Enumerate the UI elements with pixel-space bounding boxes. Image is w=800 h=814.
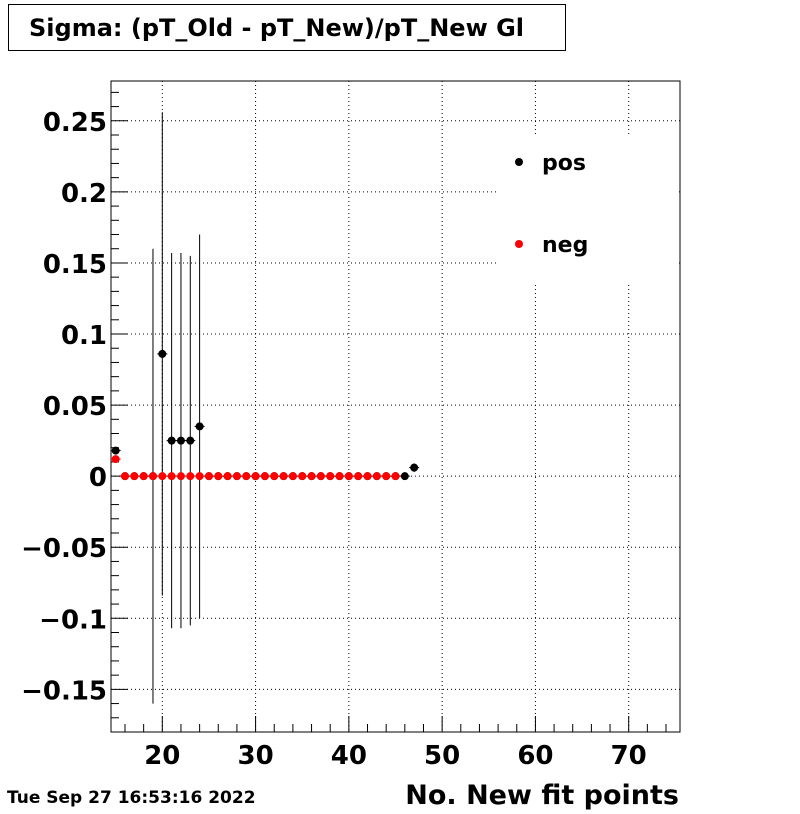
y-tick-label: 0.25 <box>43 108 107 138</box>
x-tick-label: 60 <box>517 741 553 771</box>
data-point <box>223 472 232 481</box>
data-point <box>111 446 120 455</box>
data-point <box>410 463 419 472</box>
data-point <box>176 472 185 481</box>
y-tick-label: 0.2 <box>61 179 107 209</box>
data-series <box>110 112 420 704</box>
series-neg <box>110 455 401 481</box>
data-point <box>176 436 185 445</box>
data-point <box>316 472 325 481</box>
y-tick-label: 0 <box>89 463 107 493</box>
data-point <box>260 472 269 481</box>
data-point <box>288 472 297 481</box>
data-point <box>195 472 204 481</box>
y-tick-label: −0.1 <box>39 605 107 635</box>
chart-title-box: Sigma: (pT_Old - pT_New)/pT_New Gl <box>8 4 566 51</box>
data-point <box>167 436 176 445</box>
data-point <box>130 472 139 481</box>
data-point <box>270 472 279 481</box>
x-tick-label: 30 <box>237 741 273 771</box>
data-point <box>307 472 316 481</box>
y-axis-ticks: −0.15 −0.1 −0.05 0 0.05 0.1 0.15 0.2 0.25 <box>21 91 128 719</box>
data-point <box>382 472 391 481</box>
data-point <box>214 472 223 481</box>
data-point <box>363 472 372 481</box>
data-point <box>242 472 251 481</box>
legend-box <box>497 135 677 283</box>
y-tick-label: 0.15 <box>43 250 107 280</box>
data-point <box>232 472 241 481</box>
x-tick-label: 50 <box>424 741 460 771</box>
y-tick-label: −0.05 <box>21 534 107 564</box>
data-point <box>354 472 363 481</box>
data-point <box>167 472 176 481</box>
chart-title: Sigma: (pT_Old - pT_New)/pT_New Gl <box>29 13 525 42</box>
legend-marker-neg <box>515 240 523 248</box>
data-point <box>195 422 204 431</box>
x-axis-label: No. New fit points <box>405 780 679 811</box>
data-point <box>279 472 288 481</box>
legend-label-neg: neg <box>542 233 588 258</box>
data-point <box>111 455 120 464</box>
data-point <box>400 472 409 481</box>
y-tick-label: −0.15 <box>21 676 107 706</box>
data-point <box>186 436 195 445</box>
data-point <box>391 472 400 481</box>
y-tick-label: 0.1 <box>61 321 107 351</box>
data-point <box>298 472 307 481</box>
timestamp: Tue Sep 27 16:53:16 2022 <box>7 788 256 808</box>
data-point <box>372 472 381 481</box>
x-tick-label: 20 <box>144 741 180 771</box>
legend-label-pos: pos <box>542 151 586 176</box>
data-point <box>120 472 129 481</box>
data-point <box>186 472 195 481</box>
data-point <box>335 472 344 481</box>
data-point <box>326 472 335 481</box>
data-point <box>158 349 167 358</box>
data-point <box>158 472 167 481</box>
data-point <box>344 472 353 481</box>
data-point <box>204 472 213 481</box>
data-point <box>139 472 148 481</box>
data-point <box>251 472 260 481</box>
x-axis-ticks: 20 30 40 50 60 70 <box>124 716 667 771</box>
x-tick-label: 70 <box>611 741 647 771</box>
x-tick-label: 40 <box>331 741 367 771</box>
legend-marker-pos <box>515 158 523 166</box>
legend: pos neg <box>497 135 677 283</box>
data-point <box>148 472 157 481</box>
y-tick-label: 0.05 <box>43 392 107 422</box>
